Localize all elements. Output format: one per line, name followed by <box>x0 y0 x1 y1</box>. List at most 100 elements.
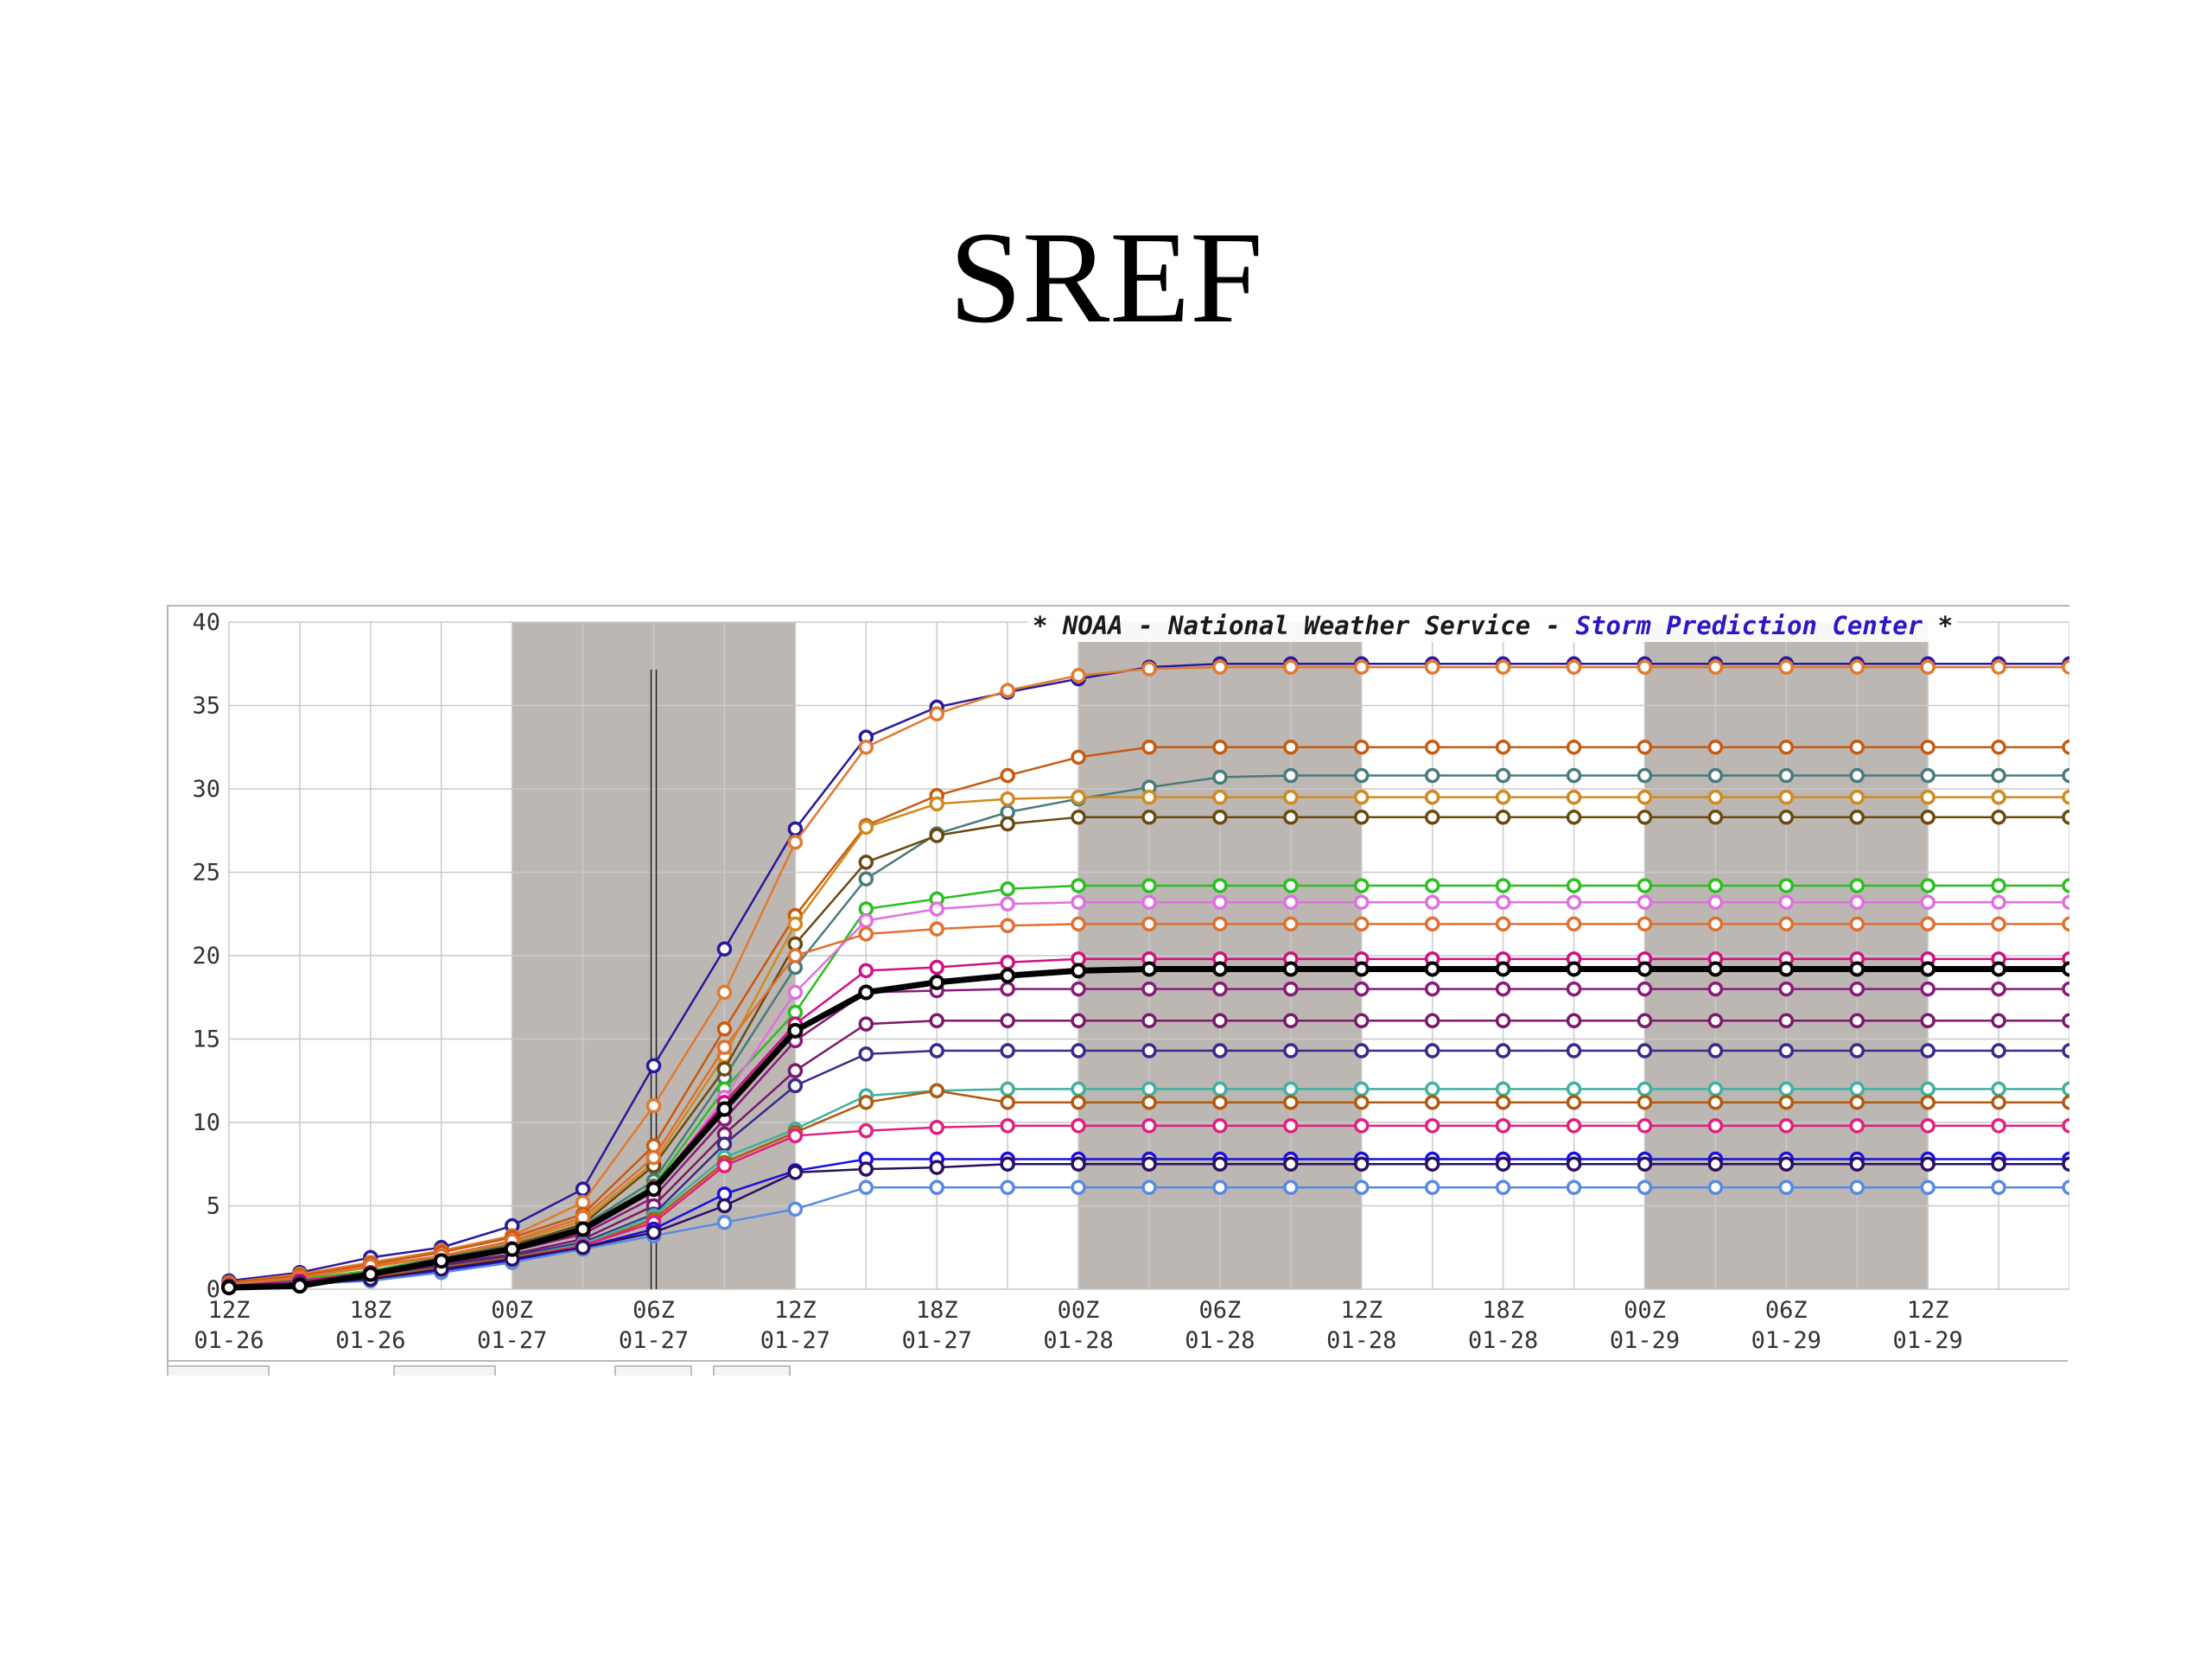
member-point <box>1000 981 1015 997</box>
member-point <box>1424 767 1440 784</box>
member-point <box>645 1224 662 1241</box>
plume-chart: * NOAA - National Weather Service - Stor… <box>192 609 2069 1354</box>
toolbar-control-3[interactable] <box>614 1365 692 1376</box>
member-point <box>787 1165 804 1180</box>
member-point <box>1424 810 1440 825</box>
member-point <box>1778 1118 1795 1134</box>
member-point <box>2062 810 2069 825</box>
member-point <box>1000 1043 1015 1058</box>
member-point <box>1849 1179 1865 1196</box>
member-point <box>1141 981 1157 997</box>
member-point <box>1637 659 1653 675</box>
member-point <box>929 901 944 917</box>
member-point <box>716 941 733 957</box>
member-point <box>2062 981 2069 997</box>
toolbar-control-4[interactable] <box>713 1365 791 1376</box>
member-point <box>1849 810 1865 825</box>
x-tick-time: 12Z <box>208 1297 251 1324</box>
ensemble-mean-point <box>1211 961 1228 977</box>
x-tick-date: 01-26 <box>335 1327 405 1354</box>
member-point <box>1212 1156 1228 1172</box>
member-point <box>1354 981 1370 997</box>
member-point <box>1920 1095 1936 1110</box>
member-point <box>1920 1013 1936 1029</box>
member-point <box>1212 789 1228 805</box>
member-point <box>1920 981 1936 997</box>
member-point <box>1707 1081 1724 1097</box>
ensemble-mean-point <box>575 1221 591 1237</box>
member-point <box>787 948 804 963</box>
member-point <box>1849 767 1865 784</box>
x-tick-time: 12Z <box>1907 1297 1949 1324</box>
member-point <box>1849 1118 1865 1134</box>
member-point <box>929 1013 944 1029</box>
member-point <box>1566 740 1582 755</box>
member-point <box>1849 894 1865 910</box>
member-point <box>1424 1118 1440 1134</box>
ensemble-mean-point <box>645 1181 662 1198</box>
member-point <box>787 1201 804 1217</box>
toolbar-control-1[interactable] <box>167 1365 270 1376</box>
member-point <box>1000 954 1015 970</box>
member-point <box>1495 1013 1511 1029</box>
member-point <box>1707 894 1724 910</box>
member-point <box>1637 767 1653 784</box>
x-tick-date: 01-28 <box>1326 1327 1396 1354</box>
member-point <box>1354 740 1370 755</box>
ensemble-mean-point <box>504 1241 520 1257</box>
ensemble-mean-point <box>1707 961 1724 977</box>
member-point <box>2062 789 2069 805</box>
member-point <box>1495 1043 1511 1058</box>
member-point <box>1424 878 1440 893</box>
member-point <box>929 1083 944 1099</box>
member-point <box>1424 659 1440 675</box>
member-point <box>575 1240 591 1255</box>
ensemble-mean-point <box>787 1022 804 1039</box>
member-point <box>1778 1013 1795 1029</box>
ensemble-mean-point <box>1920 961 1936 977</box>
member-point <box>1212 1179 1228 1196</box>
x-tick-date: 01-27 <box>760 1327 830 1354</box>
member-point <box>1707 659 1724 675</box>
member-point <box>1141 789 1157 805</box>
member-point <box>1849 1043 1865 1058</box>
member-point <box>1071 1013 1086 1029</box>
member-point <box>1495 894 1511 910</box>
member-point <box>1707 1156 1724 1172</box>
member-point <box>1849 1013 1865 1029</box>
member-point <box>1991 1013 2006 1029</box>
y-tick-label: 15 <box>192 1027 220 1053</box>
member-point <box>1637 1118 1653 1134</box>
ensemble-mean-point <box>1849 961 1866 977</box>
member-point <box>1071 1179 1086 1196</box>
member-point <box>1920 1118 1936 1134</box>
member-point <box>2062 1179 2069 1196</box>
ensemble-mean-point <box>1282 961 1299 977</box>
member-point <box>1354 1179 1370 1196</box>
member-point <box>1920 1179 1936 1196</box>
member-point <box>1283 878 1299 893</box>
member-point <box>1778 1043 1795 1058</box>
member-point <box>1212 894 1228 910</box>
member-point <box>2062 1043 2069 1058</box>
member-point <box>1991 659 2006 675</box>
member-point <box>1991 894 2006 910</box>
member-point <box>1283 659 1299 675</box>
member-point <box>2062 1156 2069 1172</box>
ensemble-mean-point <box>221 1280 237 1296</box>
ensemble-mean-point <box>1424 961 1440 977</box>
member-point <box>1141 661 1157 677</box>
member-point <box>1778 894 1795 910</box>
toolbar-control-2[interactable] <box>393 1365 496 1376</box>
member-point <box>1354 810 1370 825</box>
member-point <box>1283 894 1299 910</box>
member-point <box>1141 1013 1157 1029</box>
member-point <box>858 1016 874 1032</box>
member-point <box>1991 767 2006 784</box>
member-point <box>1778 740 1795 755</box>
member-point <box>1849 789 1865 805</box>
member-point <box>1991 1118 2006 1134</box>
member-point <box>1212 740 1228 755</box>
member-point <box>1637 916 1653 932</box>
member-point <box>1566 1081 1582 1097</box>
